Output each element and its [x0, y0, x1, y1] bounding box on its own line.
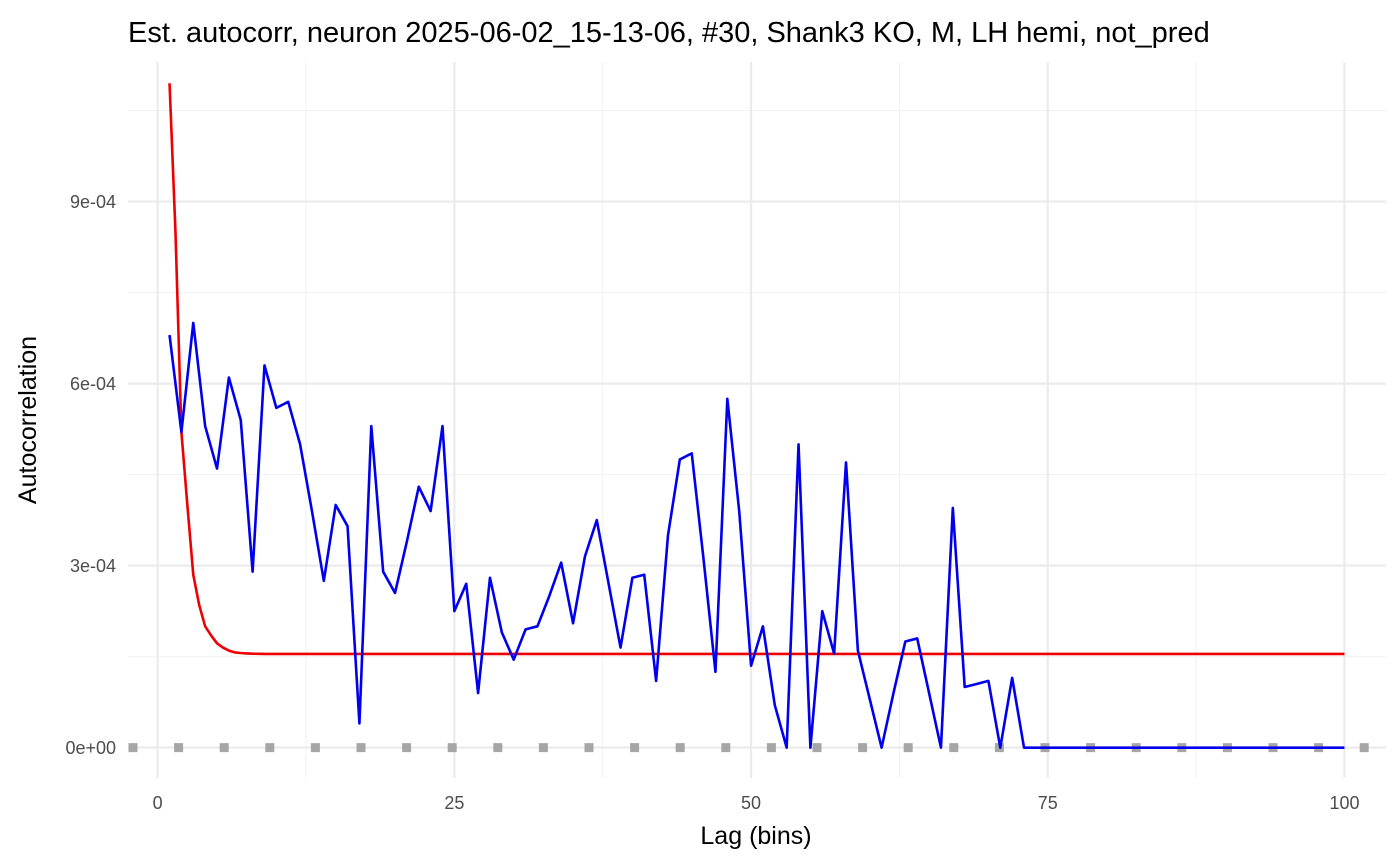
grid-lines [128, 62, 1386, 778]
x-tick-label: 0 [153, 793, 163, 813]
series-line-0 [168, 321, 1345, 749]
y-tick-label: 6e-04 [70, 374, 116, 394]
x-tick-label: 75 [1038, 793, 1058, 813]
y-axis-title: Autocorrelation [14, 336, 42, 504]
x-tick-labels: 0 25 50 75 100 [153, 793, 1360, 813]
y-tick-label: 0e+00 [65, 738, 116, 758]
series-lines [128, 83, 1386, 753]
x-tick-label: 25 [444, 793, 464, 813]
y-tick-label: 3e-04 [70, 556, 116, 576]
chart-title: Est. autocorr, neuron 2025-06-02_15-13-0… [128, 17, 1210, 49]
x-tick-label: 50 [741, 793, 761, 813]
x-axis-title: Lag (bins) [700, 822, 811, 850]
y-tick-label: 9e-04 [70, 192, 116, 212]
series-line-1 [168, 83, 1345, 656]
y-tick-labels: 0e+00 3e-04 6e-04 9e-04 [65, 192, 116, 758]
x-tick-label: 100 [1329, 793, 1359, 813]
